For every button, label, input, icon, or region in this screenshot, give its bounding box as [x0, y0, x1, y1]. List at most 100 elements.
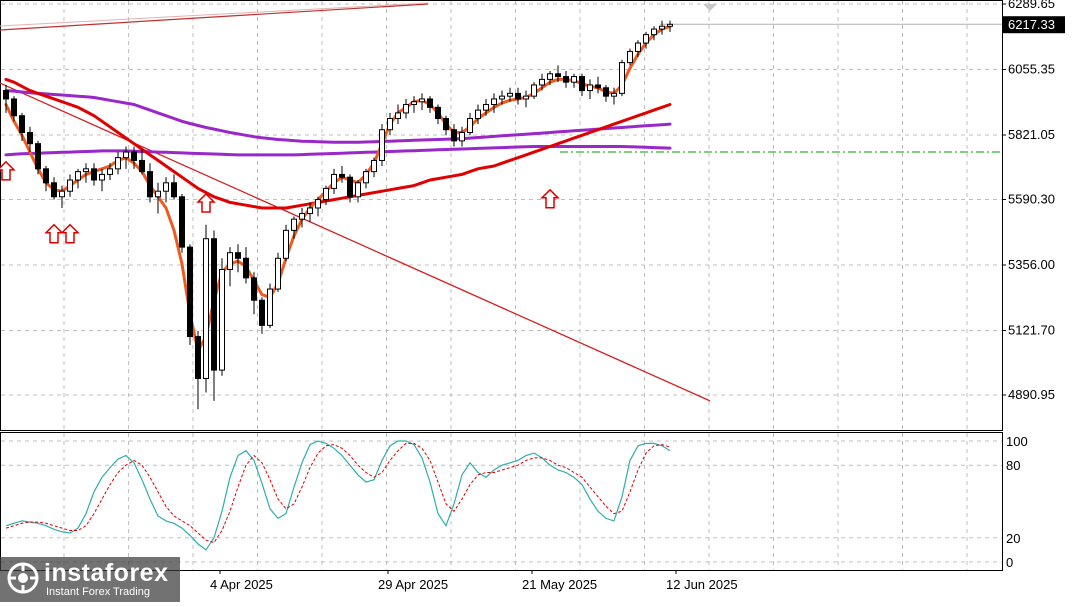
candle-body — [179, 196, 185, 248]
candle-body — [27, 131, 33, 145]
candle-body — [435, 106, 441, 120]
price-tick-label: 5821.05 — [1008, 127, 1055, 142]
candle-body — [571, 76, 577, 83]
candle-body — [459, 131, 465, 142]
candle-body — [491, 98, 497, 106]
candle-body — [91, 168, 97, 181]
candle-body — [531, 84, 537, 97]
candle-body — [163, 182, 169, 192]
candle-body — [483, 104, 489, 111]
candle-body — [251, 277, 257, 301]
candle-body — [219, 268, 225, 371]
candle-body — [667, 23, 673, 27]
price-tick-label: 5356.00 — [1008, 257, 1055, 272]
candle-body — [371, 159, 377, 173]
candle-body — [563, 76, 569, 83]
candle-body — [555, 73, 561, 78]
candle-body — [59, 190, 65, 198]
moving-average-slow-b — [4, 145, 672, 157]
candle-body — [507, 92, 513, 97]
candle-body — [3, 90, 9, 100]
candle-body — [227, 252, 233, 270]
moving-average-slow-a — [4, 89, 672, 144]
buy-arrow-icon — [540, 188, 560, 209]
oscillator-tick-label: 80 — [1006, 458, 1020, 473]
candle-body — [123, 151, 129, 159]
candle-body — [235, 252, 241, 259]
candle-body — [499, 95, 505, 100]
candle-body — [427, 98, 433, 108]
candle-body — [595, 84, 601, 89]
candle-body — [171, 182, 177, 198]
candle-body — [307, 207, 313, 215]
candle-body — [635, 42, 641, 52]
candle-body — [331, 173, 337, 189]
candle-body — [243, 257, 249, 279]
candle-body — [339, 173, 345, 178]
candle-body — [419, 98, 425, 103]
candle-body — [579, 76, 585, 92]
candle-body — [475, 109, 481, 120]
buy-arrow-icon — [60, 223, 80, 244]
indicator-lines — [0, 2, 1002, 402]
candle-body — [187, 246, 193, 338]
marker-triangle-icon — [703, 4, 717, 11]
candle-body — [51, 182, 57, 198]
current-price-box — [1003, 16, 1065, 34]
price-tick-label: 5590.30 — [1008, 192, 1055, 207]
candle-body — [131, 151, 137, 161]
oscillator-tick-label: 20 — [1006, 531, 1020, 546]
buy-arrow-icon — [196, 192, 216, 213]
upper-trendline — [0, 3, 429, 31]
time-tick-label: 4 Apr 2025 — [210, 577, 273, 592]
candle-body — [11, 98, 17, 117]
candle-body — [275, 257, 281, 290]
logo-icon — [7, 562, 39, 594]
price-tick-label: 6289.65 — [1008, 0, 1055, 11]
current-price-label: 6217.33 — [1008, 17, 1055, 32]
candle-body — [67, 179, 73, 192]
candle-body — [211, 238, 217, 371]
candle-body — [75, 171, 81, 181]
candle-body — [627, 50, 633, 64]
candle-body — [619, 62, 625, 94]
time-tick-label: 12 Jun 2025 — [666, 577, 738, 592]
candle-body — [443, 118, 449, 131]
oscillator-tick-label: 0 — [1006, 555, 1013, 570]
candle-body — [355, 182, 361, 198]
price-tick-label: 4890.95 — [1008, 387, 1055, 402]
candle-body — [43, 168, 49, 184]
axes: 6289.65 6055.35 5821.05 5590.30 5356.00 5121.… — [210, 0, 1065, 592]
price-tick-label: 5121.70 — [1008, 322, 1055, 337]
time-tick-label: 29 Apr 2025 — [378, 577, 448, 592]
candle-body — [115, 157, 121, 170]
candle-body — [587, 84, 593, 92]
candle-body — [347, 176, 353, 198]
upper-trendline-shadow — [0, 2, 429, 27]
candle-body — [403, 104, 409, 114]
candle-body — [411, 101, 417, 106]
candle-body — [379, 129, 385, 161]
instaforex-logo: instaforex Instant Forex Trading — [0, 557, 180, 602]
candle-body — [299, 213, 305, 220]
candle-body — [267, 288, 273, 326]
oscillator-signal-line — [5, 442, 671, 544]
candle-body — [467, 118, 473, 133]
candle-body — [19, 115, 25, 133]
grid — [0, 0, 1003, 571]
candle-body — [155, 190, 161, 198]
candle-body — [203, 238, 209, 379]
candle-body — [147, 171, 153, 198]
candle-body — [659, 25, 665, 30]
time-tick-label: 21 May 2025 — [522, 577, 597, 592]
candle-body — [99, 173, 105, 181]
candle-body — [259, 299, 265, 326]
candle-body — [547, 73, 553, 80]
candle-body — [139, 159, 145, 173]
candle-body — [107, 168, 113, 175]
buy-arrow-icon — [0, 160, 16, 181]
candle-body — [603, 87, 609, 97]
candle-body — [291, 218, 297, 231]
oscillator-panel — [5, 440, 671, 551]
